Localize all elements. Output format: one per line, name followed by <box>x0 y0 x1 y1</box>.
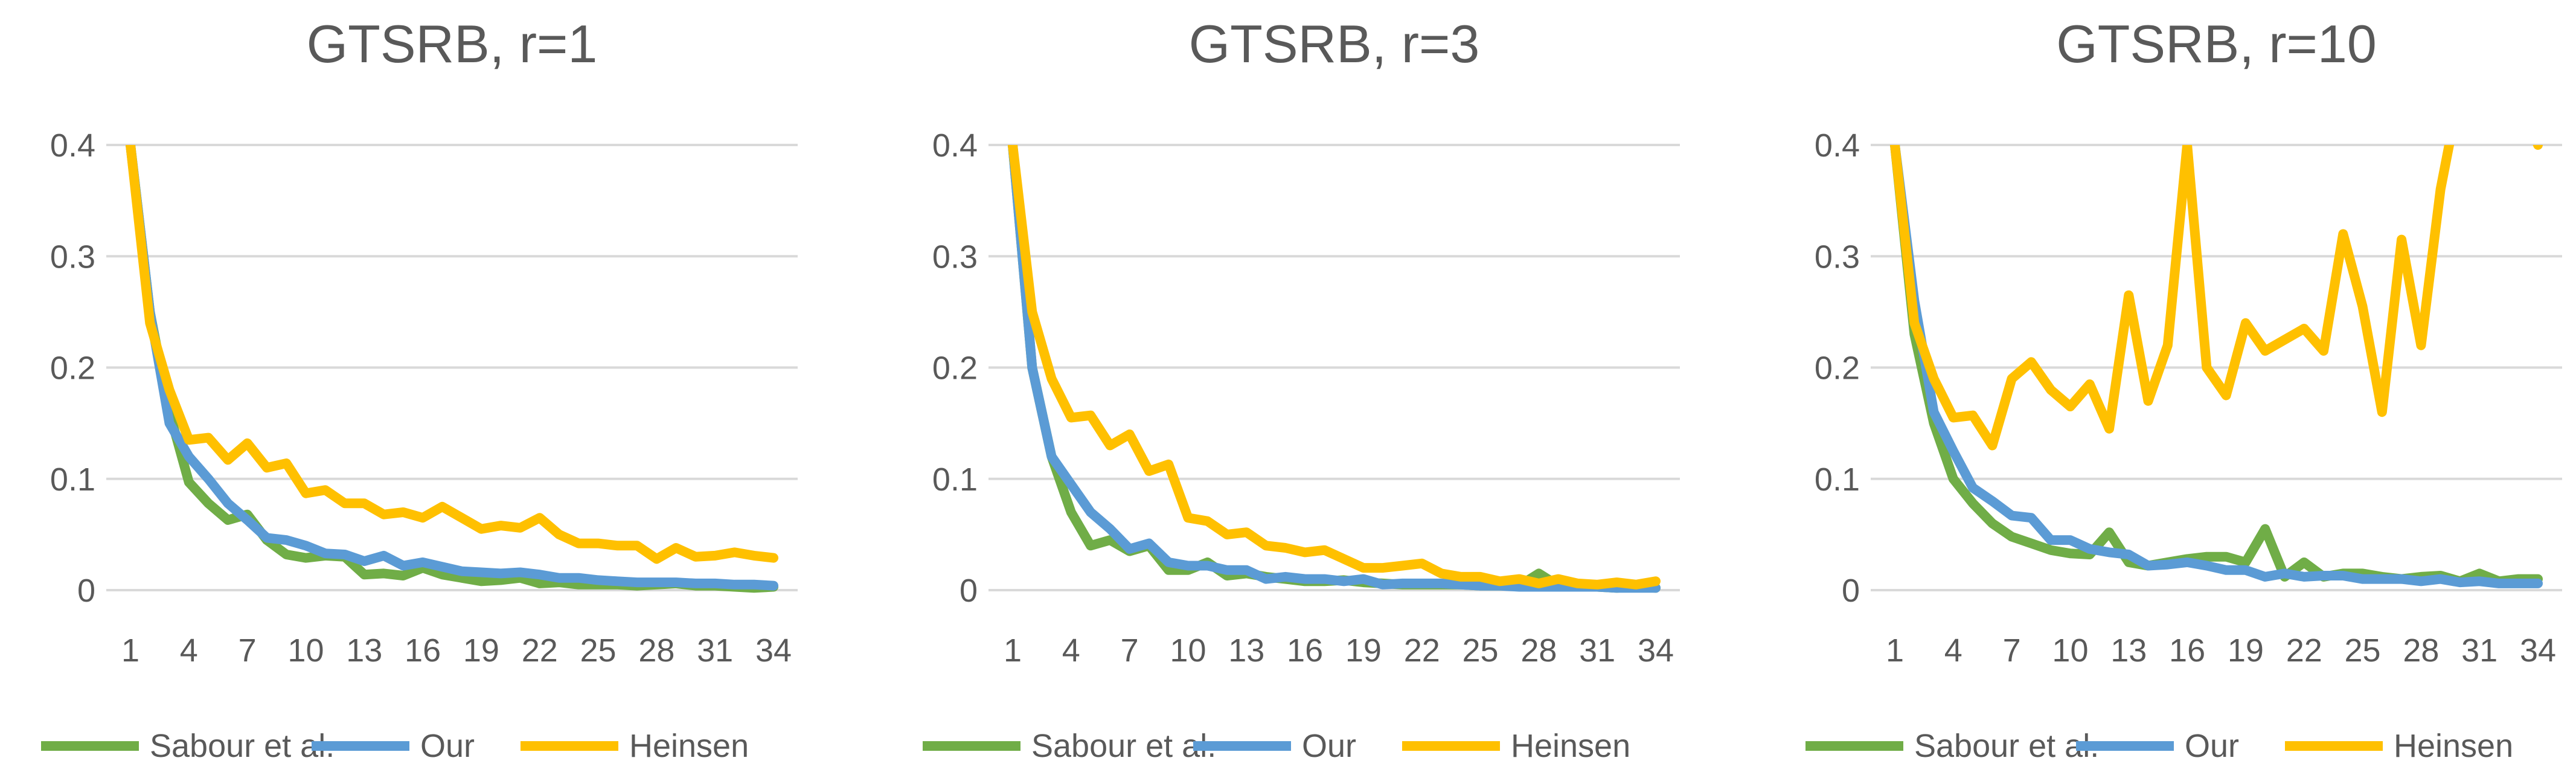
x-tick-label: 13 <box>346 632 382 669</box>
x-tick-label: 25 <box>1463 632 1499 669</box>
y-tick-label: 0.1 <box>1815 461 1860 498</box>
legend-label: Our <box>1302 728 1356 764</box>
y-tick-label: 0 <box>960 573 978 609</box>
y-tick-label: 0.3 <box>932 239 978 275</box>
x-tick-label: 16 <box>405 632 441 669</box>
x-tick-label: 7 <box>1121 632 1139 669</box>
y-tick-label: 0.2 <box>1815 350 1860 387</box>
x-tick-label: 19 <box>463 632 499 669</box>
chart-panel-3: GTSRB, r=10 0 0.1 0.2 0.3 0.4 1 4 7 10 13 16 19 22 25 2… <box>1805 14 2562 764</box>
legend-label: Heinsen <box>1511 728 1630 764</box>
series-lines <box>1890 145 2543 588</box>
series-lines <box>126 145 778 593</box>
y-tick-label: 0.1 <box>932 461 978 498</box>
x-tick-label: 1 <box>1886 632 1904 669</box>
x-tick-label: 28 <box>2403 632 2439 669</box>
y-tick-label: 0.4 <box>50 127 95 164</box>
chart-title: GTSRB, r=1 <box>307 14 598 74</box>
x-tick-label: 19 <box>1345 632 1382 669</box>
y-tick-label: 0.2 <box>932 350 978 387</box>
y-tick-label: 0.2 <box>50 350 95 387</box>
legend-label: Sabour et al. <box>1914 728 2099 764</box>
chart-panel-2: GTSRB, r=3 0 0.1 0.2 0.3 0.4 1 4 7 10 13 16 19 22 25 28… <box>923 14 1680 764</box>
x-tick-label: 34 <box>755 632 792 669</box>
legend-label: Sabour et al. <box>1031 728 1216 764</box>
y-tick-label: 0.3 <box>50 239 95 275</box>
series-line-our <box>1890 145 2543 588</box>
x-tick-label: 4 <box>180 632 198 669</box>
y-tick-label: 0 <box>1842 573 1860 609</box>
legend-label: Heinsen <box>2394 728 2513 764</box>
series-line-our <box>126 145 778 591</box>
x-tick-label: 4 <box>1944 632 1962 669</box>
x-tick-label: 34 <box>2520 632 2556 669</box>
x-tick-label: 25 <box>2345 632 2381 669</box>
x-tick-label: 16 <box>2169 632 2205 669</box>
x-tick-label: 7 <box>239 632 257 669</box>
y-tick-label: 0.4 <box>1815 127 1860 164</box>
y-tick-label: 0.1 <box>50 461 95 498</box>
x-tick-label: 22 <box>2286 632 2322 669</box>
x-tick-label: 1 <box>121 632 139 669</box>
x-tick-label: 31 <box>2461 632 2498 669</box>
series-line-heinsen <box>1008 145 1661 590</box>
chart-title: GTSRB, r=3 <box>1189 14 1480 74</box>
x-tick-label: 10 <box>1170 632 1206 669</box>
series-line-heinsen <box>1890 145 2543 451</box>
x-tick-label: 31 <box>697 632 733 669</box>
legend-label: Our <box>420 728 475 764</box>
x-tick-label: 10 <box>2052 632 2088 669</box>
x-tick-label: 7 <box>2003 632 2021 669</box>
series-line-heinsen <box>126 145 778 564</box>
x-tick-label: 4 <box>1062 632 1080 669</box>
x-tick-label: 31 <box>1579 632 1615 669</box>
x-tick-label: 28 <box>638 632 674 669</box>
chart-panel-1: GTSRB, r=1 0 0.1 0.2 0.3 0.4 1 4 7 10 13 16 19 22 25 28… <box>41 14 798 764</box>
x-tick-label: 10 <box>287 632 324 669</box>
chart-title: GTSRB, r=10 <box>2056 14 2377 74</box>
series-lines <box>1008 145 1661 593</box>
x-tick-label: 19 <box>2228 632 2264 669</box>
x-tick-label: 22 <box>522 632 558 669</box>
legend-label: Sabour et al. <box>150 728 335 764</box>
y-tick-label: 0.4 <box>932 127 978 164</box>
series-line-our <box>1008 145 1661 593</box>
legend-label: Our <box>2185 728 2239 764</box>
x-tick-label: 34 <box>1638 632 1674 669</box>
x-tick-label: 22 <box>1404 632 1440 669</box>
x-tick-label: 25 <box>580 632 617 669</box>
x-tick-label: 16 <box>1287 632 1323 669</box>
y-tick-label: 0.3 <box>1815 239 1860 275</box>
legend-label: Heinsen <box>629 728 749 764</box>
x-tick-label: 1 <box>1004 632 1022 669</box>
x-tick-label: 13 <box>1228 632 1264 669</box>
y-tick-label: 0 <box>77 573 95 609</box>
x-tick-label: 28 <box>1520 632 1557 669</box>
x-tick-label: 13 <box>2110 632 2147 669</box>
